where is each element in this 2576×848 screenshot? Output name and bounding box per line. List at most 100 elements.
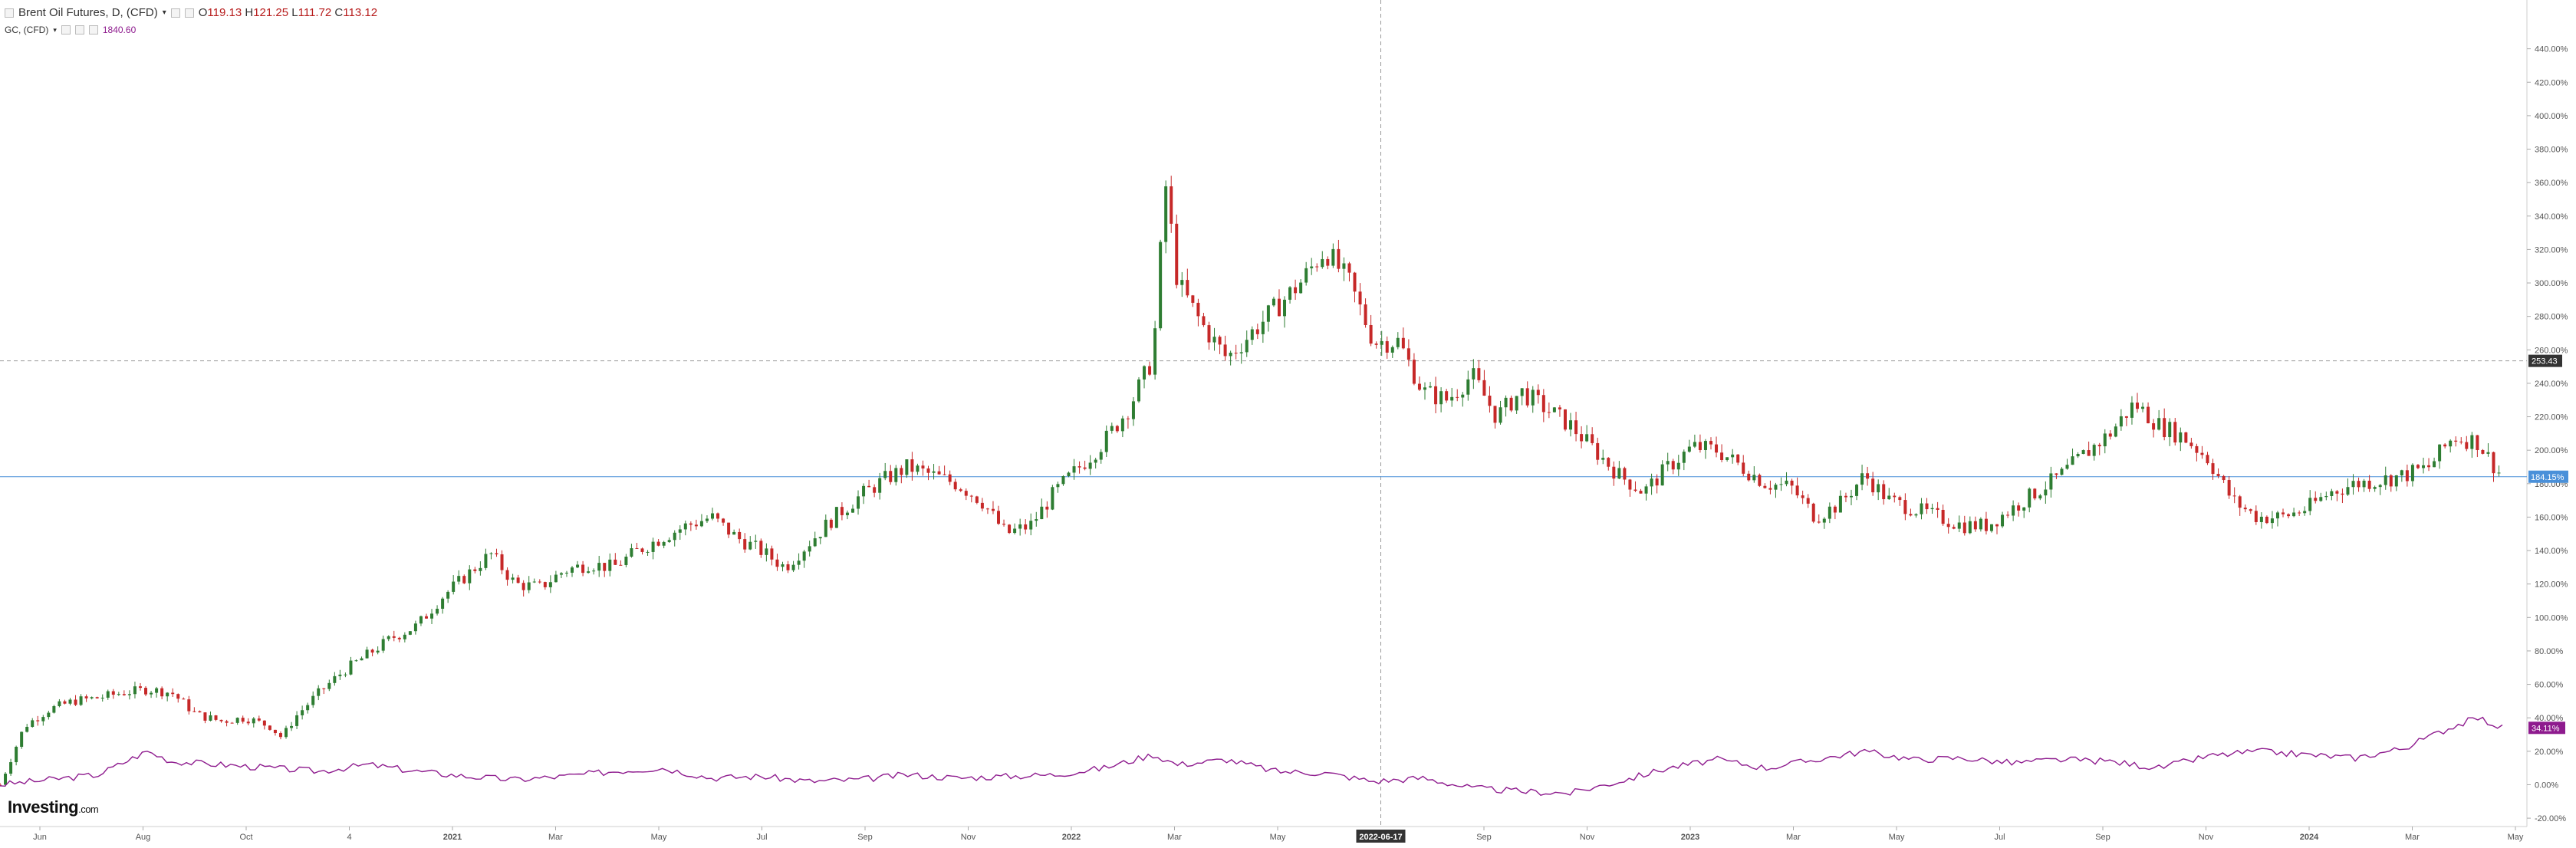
gold-last-label: 34.11% — [2532, 724, 2560, 733]
candle-body — [2275, 512, 2279, 519]
candle-body — [1898, 497, 1902, 501]
candle-body — [2049, 473, 2053, 490]
candle-body — [1245, 340, 1249, 353]
candle-body — [630, 547, 633, 557]
candle-body — [743, 539, 747, 550]
candle-body — [2147, 406, 2150, 424]
candle-body — [155, 688, 159, 693]
candle-body — [980, 502, 984, 509]
candle-body — [2481, 449, 2485, 454]
y-tick-label: -20.00% — [2535, 814, 2566, 823]
candle-body — [948, 474, 952, 482]
main-legend: Brent Oil Futures, D, (CFD) ▾ O119.13 H1… — [5, 6, 377, 19]
candle-body — [1196, 302, 1200, 317]
secondary-symbol[interactable]: GC, (CFD) — [5, 25, 49, 35]
y-tick-label: 140.00% — [2535, 547, 2568, 556]
candle-body — [52, 705, 56, 713]
candle-body — [1417, 383, 1421, 390]
y-tick-label: 0.00% — [2535, 781, 2558, 790]
candle-body — [84, 696, 88, 698]
candle-body — [1612, 466, 1616, 479]
settings-icon[interactable] — [61, 25, 71, 35]
candle-body — [1639, 491, 1643, 494]
candle-body — [1029, 521, 1033, 530]
candle-body — [1790, 480, 1794, 486]
candle-body — [1499, 407, 1502, 423]
candle-body — [1164, 186, 1168, 242]
candle-body — [2389, 475, 2393, 487]
candle-body — [2071, 456, 2074, 465]
candle-body — [2254, 511, 2258, 522]
candle-body — [2232, 495, 2236, 497]
candle-body — [1083, 467, 1087, 469]
visibility-icon[interactable] — [184, 8, 194, 18]
candle-body — [624, 557, 628, 565]
ohlc-values: O119.13 H121.25 L111.72 C113.12 — [198, 6, 378, 19]
dropdown-arrow-icon[interactable]: ▾ — [162, 8, 166, 17]
close-icon[interactable] — [88, 25, 98, 35]
candle-body — [1261, 321, 1265, 334]
candle-body — [235, 718, 239, 723]
candle-body — [2168, 422, 2172, 438]
candle-body — [117, 694, 120, 695]
settings-icon[interactable] — [170, 8, 180, 18]
candle-body — [1170, 186, 1173, 224]
candle-body — [1628, 479, 1632, 490]
candle-body — [651, 541, 655, 552]
candle-body — [2033, 488, 2037, 499]
candle-body — [2152, 423, 2156, 430]
candle-body — [160, 688, 164, 697]
candle-body — [203, 712, 207, 721]
candle-body — [2055, 473, 2058, 475]
candle-body — [1406, 348, 1410, 360]
candle-body — [1304, 268, 1308, 283]
candle-body — [150, 692, 153, 695]
candle-body — [1396, 337, 1400, 347]
candle-body — [1866, 473, 1870, 479]
candle-body — [2006, 514, 2010, 516]
x-tick-label: Nov — [2199, 833, 2214, 842]
candle-body — [2449, 440, 2453, 447]
dropdown-arrow-icon[interactable]: ▾ — [53, 25, 57, 34]
candle-body — [521, 583, 525, 590]
candle-body — [775, 559, 779, 567]
ohlc-high: 121.25 — [253, 6, 289, 19]
candle-body — [1353, 272, 1357, 292]
candle-body — [1962, 522, 1966, 534]
collapse-icon[interactable] — [5, 8, 14, 18]
candle-body — [36, 720, 40, 721]
candle-body — [678, 529, 682, 533]
crosshair-y-label: 253.43 — [2532, 357, 2558, 366]
candle-body — [2038, 495, 2042, 499]
candle-body — [975, 496, 979, 503]
candle-body — [532, 581, 536, 583]
candle-body — [2367, 480, 2371, 489]
candle-body — [1968, 521, 1972, 534]
candle-body — [436, 608, 439, 614]
candle-body — [2270, 518, 2274, 524]
visibility-icon[interactable] — [74, 25, 84, 35]
candle-body — [2227, 480, 2231, 496]
candle-body — [1423, 387, 1426, 390]
candle-body — [1013, 528, 1017, 534]
candle-body — [484, 554, 488, 568]
candle-body — [1541, 395, 1545, 412]
candle-body — [548, 582, 552, 587]
candle-body — [791, 564, 795, 570]
candle-body — [106, 691, 110, 698]
candle-body — [1493, 406, 1497, 423]
y-tick-label: 260.00% — [2535, 346, 2568, 355]
candle-body — [2405, 470, 2409, 482]
candle-body — [290, 725, 294, 728]
candle-body — [2492, 452, 2495, 474]
candle-body — [138, 686, 142, 689]
candle-body — [2486, 452, 2490, 454]
investing-logo: Investing.com — [8, 797, 99, 817]
candle-body — [2065, 465, 2069, 469]
candle-body — [1466, 379, 1470, 395]
candle-body — [1687, 446, 1691, 452]
symbol-title[interactable]: Brent Oil Futures, D, (CFD) — [18, 6, 158, 19]
candle-body — [1742, 462, 1745, 474]
